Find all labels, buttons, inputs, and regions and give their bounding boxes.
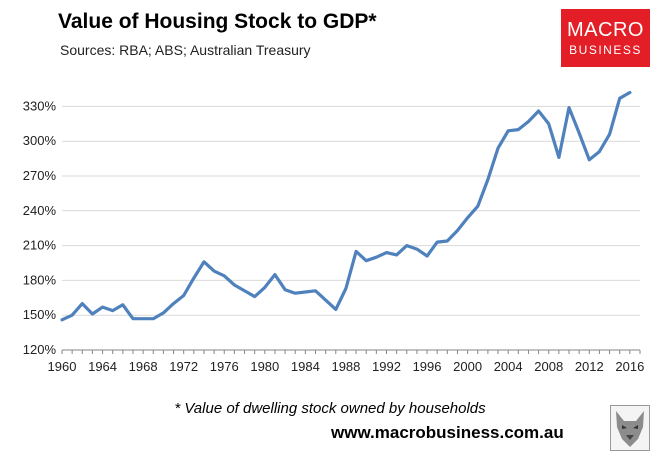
x-tick-label: 1976 [210,359,239,374]
y-tick-label: 180% [23,272,57,287]
line-chart: 120% 150% 180% 210% 240% 270% 300% 330% 1960 1964… [23,90,644,374]
x-tick-label: 1968 [129,359,158,374]
macrobusiness-logo: MACRO BUSINESS [561,9,650,67]
y-tick-label: 150% [23,307,57,322]
logo-line-1: MACRO [567,19,644,41]
series-line [60,90,632,322]
y-tick-label: 270% [23,168,57,183]
chart-title: Value of Housing Stock to GDP* [58,10,377,33]
y-tick-label: 120% [23,342,57,357]
y-tick-label: 330% [23,98,57,113]
x-tick-label: 1992 [372,359,401,374]
x-tick-label: 1980 [250,359,279,374]
x-tick-label: 2008 [534,359,563,374]
x-tick-label: 2000 [453,359,482,374]
x-tick-label: 1988 [331,359,360,374]
y-tick-label: 300% [23,133,57,148]
y-tick-label: 210% [23,238,57,253]
x-tick-label: 2016 [615,359,644,374]
site-url: www.macrobusiness.com.au [331,423,564,442]
chart-footnote: * Value of dwelling stock owned by house… [174,400,486,417]
x-tick-label: 1964 [88,359,117,374]
y-tick-label: 240% [23,203,57,218]
chart-subtitle: Sources: RBA; ABS; Australian Treasury [60,42,311,58]
x-tick-label: 1984 [291,359,320,374]
logo-line-2: BUSINESS [569,43,642,57]
x-tick-label: 1996 [413,359,442,374]
x-tick-label: 2012 [575,359,604,374]
wolf-logo-icon [610,405,650,451]
x-tick-label: 1960 [48,359,77,374]
x-tick-label: 1972 [169,359,198,374]
x-tick-label: 2004 [494,359,523,374]
